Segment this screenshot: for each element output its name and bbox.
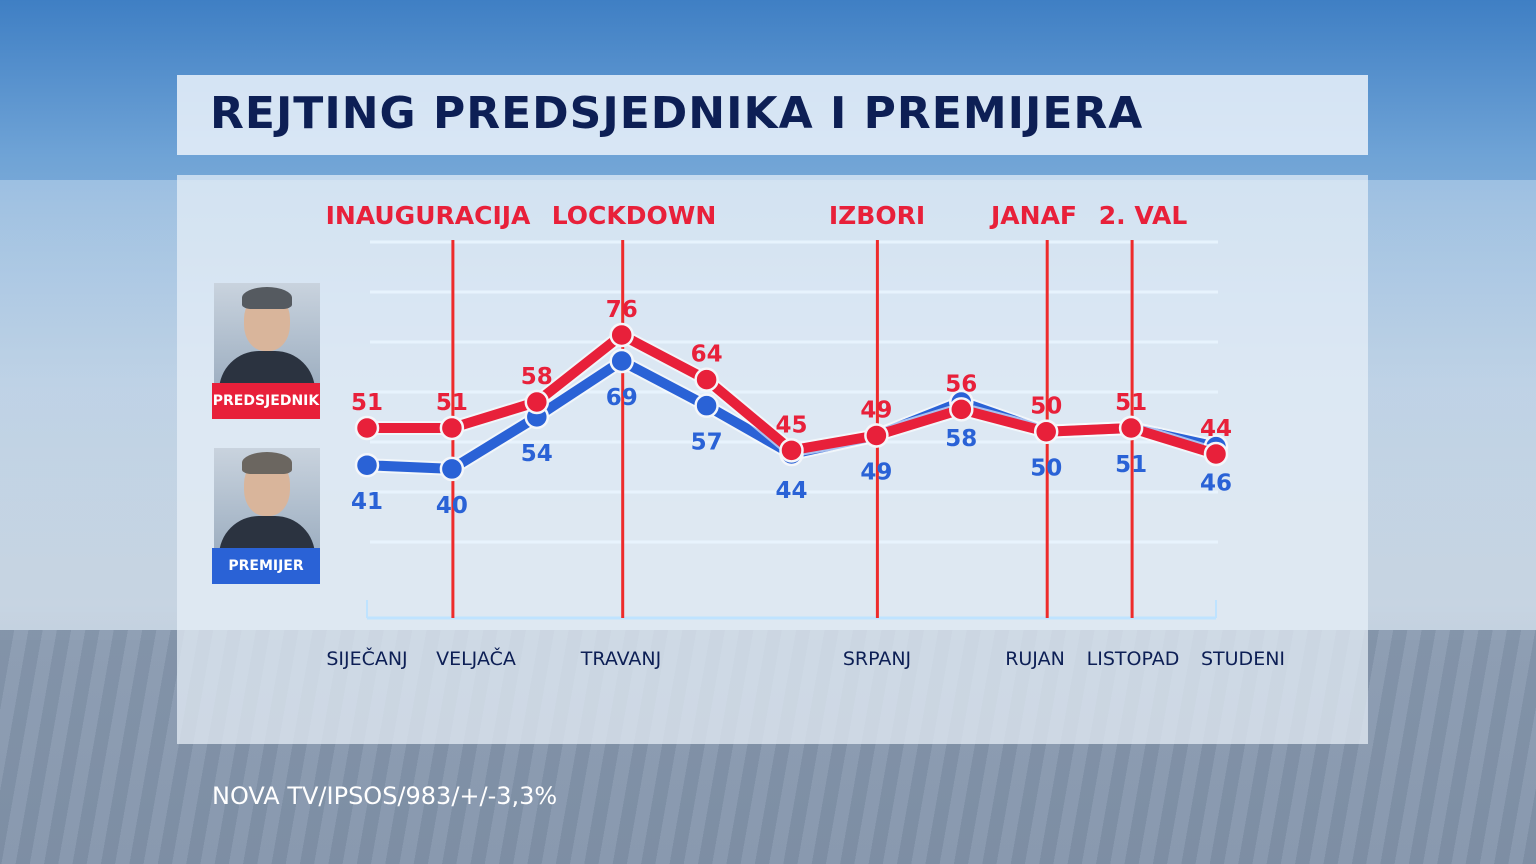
- data-point: [949, 397, 974, 422]
- data-point: [864, 423, 889, 448]
- x-tick-label: LISTOPAD: [1087, 648, 1180, 670]
- data-label: 57: [691, 430, 723, 456]
- data-label: 76: [606, 297, 638, 323]
- data-point: [1118, 415, 1144, 441]
- data-point: [694, 393, 719, 418]
- data-point: [439, 415, 465, 441]
- data-label: 58: [945, 426, 977, 452]
- data-label: 51: [1115, 452, 1147, 478]
- data-label: 51: [351, 390, 383, 416]
- chart-title: REJTING PREDSJEDNIKA I PREMIJERA: [210, 88, 1144, 139]
- data-label: 54: [521, 441, 553, 467]
- premijer-badge: PREMIJER: [212, 548, 320, 584]
- data-label: 49: [860, 397, 892, 423]
- predsjednik-badge: PREDSJEDNIK: [212, 383, 320, 419]
- data-point: [779, 438, 804, 463]
- title-panel: [177, 75, 1368, 155]
- data-point: [609, 348, 634, 374]
- data-label: 50: [1030, 394, 1062, 420]
- x-tick-label: STUDENI: [1201, 648, 1285, 670]
- event-label: 2. VAL: [1099, 201, 1188, 230]
- data-point: [1203, 441, 1229, 467]
- event-label: JANAF: [989, 201, 1077, 230]
- data-label: 44: [1200, 416, 1232, 442]
- data-label: 56: [945, 371, 977, 397]
- data-label: 49: [860, 459, 892, 485]
- data-label: 51: [1115, 390, 1147, 416]
- x-tick-label: VELJAČA: [436, 646, 516, 670]
- data-label: 58: [521, 364, 553, 390]
- data-label: 64: [691, 342, 723, 368]
- data-point: [524, 389, 550, 415]
- data-label: 44: [775, 478, 807, 504]
- data-label: 69: [606, 385, 638, 411]
- data-point: [694, 367, 719, 392]
- data-label: 51: [436, 390, 468, 416]
- x-tick-label: SRPANJ: [843, 648, 911, 670]
- data-label: 40: [436, 493, 468, 519]
- x-tick-label: RUJAN: [1005, 648, 1065, 670]
- x-tick-label: SIJEČANJ: [326, 646, 407, 670]
- event-label: IZBORI: [829, 201, 925, 230]
- data-label: 41: [351, 489, 383, 515]
- data-point: [1033, 419, 1059, 444]
- data-point: [354, 452, 380, 478]
- data-label: 46: [1200, 471, 1232, 497]
- data-label: 50: [1030, 456, 1062, 482]
- premijer-photo: [214, 448, 320, 548]
- data-point: [354, 415, 380, 441]
- data-point: [609, 322, 634, 348]
- x-tick-label: TRAVANJ: [580, 648, 661, 670]
- data-point: [439, 456, 465, 482]
- data-label: 45: [775, 412, 807, 438]
- predsjednik-photo: [214, 283, 320, 383]
- event-label: LOCKDOWN: [552, 201, 717, 230]
- source-footer: NOVA TV/IPSOS/983/+/-3,3%: [212, 782, 558, 810]
- event-label: INAUGURACIJA: [326, 201, 531, 230]
